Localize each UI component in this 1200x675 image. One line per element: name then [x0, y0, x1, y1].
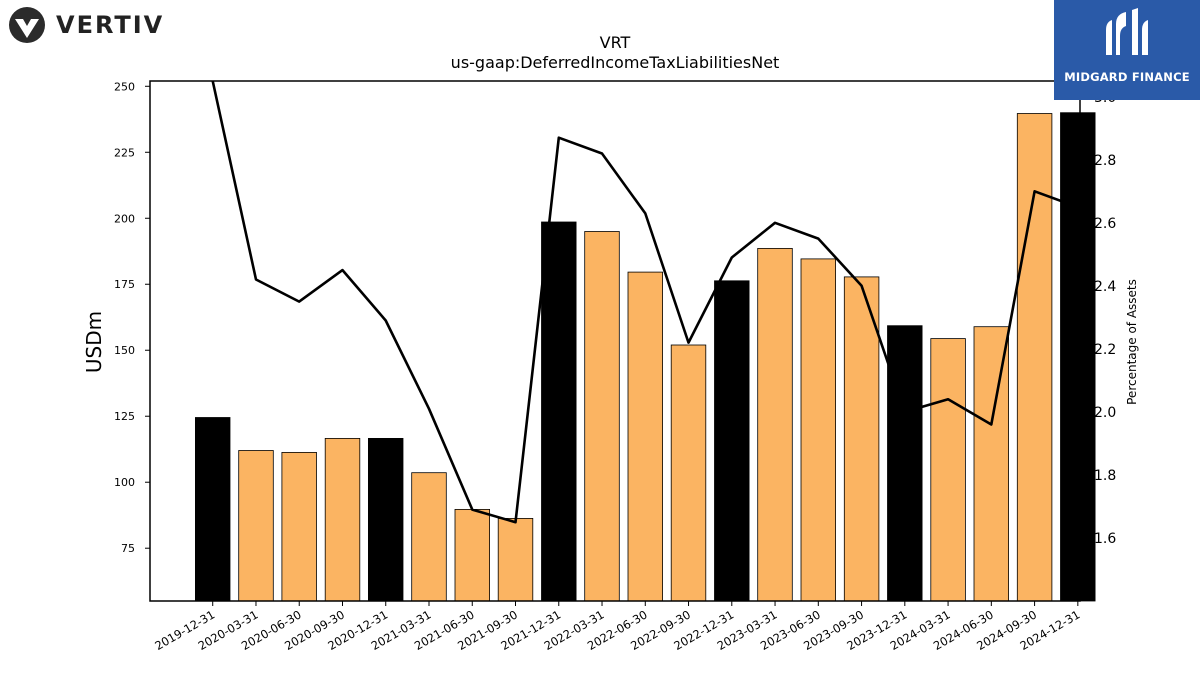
y-axis-label: USDm	[82, 311, 106, 373]
bar-2024-06-30	[973, 326, 1009, 602]
bar-2020-03-31	[238, 450, 274, 602]
y-tick-label: 125	[114, 410, 135, 423]
bar-2022-09-30	[670, 344, 707, 602]
y-tick-label: 225	[114, 146, 135, 159]
y2-tick-label: 2.0	[1094, 405, 1116, 421]
y-tick-label: 75	[121, 542, 135, 555]
vertiv-logo: VERTIV	[8, 6, 164, 44]
bar-2024-12-31	[1060, 112, 1096, 602]
y-tick-label: 175	[114, 278, 135, 291]
bar-2024-09-30	[1016, 113, 1053, 602]
y2-tick-label: 2.4	[1094, 279, 1116, 295]
bar-2022-03-31	[584, 231, 620, 602]
bar-2023-03-31	[757, 247, 793, 602]
bar-2022-12-31	[714, 280, 750, 602]
bar-2022-06-30	[627, 271, 663, 602]
bar-2023-06-30	[800, 258, 836, 602]
midgard-finance-logo: MIDGARD FINANCE	[1054, 0, 1200, 100]
y-tick-label: 150	[114, 344, 135, 357]
y-tick-label: 200	[114, 212, 135, 225]
bar-2021-06-30	[454, 508, 490, 602]
bar-2020-12-31	[367, 437, 404, 602]
chart-subtitle: us-gaap:DeferredIncomeTaxLiabilitiesNet	[451, 53, 780, 72]
y2-axis-label: Percentage of Assets	[1125, 279, 1139, 405]
bar-2021-03-31	[411, 472, 447, 602]
midgard-logo-text: MIDGARD FINANCE	[1064, 70, 1190, 84]
bar-2023-12-31	[887, 325, 923, 602]
y2-tick-label: 2.2	[1094, 342, 1116, 358]
y2-tick-label: 1.6	[1094, 531, 1116, 547]
bar-2020-06-30	[281, 451, 317, 602]
bar-2021-12-31	[541, 221, 577, 602]
y-tick-label: 250	[114, 80, 135, 93]
bars-group	[194, 112, 1096, 602]
x-axis: 2019-12-312020-03-312020-06-302020-09-30…	[152, 601, 1082, 653]
bar-2023-09-30	[843, 276, 880, 602]
vertiv-mark-icon	[9, 7, 45, 43]
midgard-mark-icon	[1106, 8, 1148, 55]
y-axis-left: 75 100 125 150 175 200 225 250	[114, 80, 150, 555]
percentage-line	[211, 80, 1079, 524]
y2-tick-label: 2.8	[1094, 153, 1116, 169]
bar-2021-09-30	[497, 518, 534, 602]
y2-tick-label: 1.8	[1094, 468, 1116, 484]
bar-2020-09-30	[324, 437, 361, 602]
vertiv-logo-text: VERTIV	[56, 11, 165, 39]
y2-tick-label: 2.6	[1094, 216, 1116, 232]
y-tick-label: 100	[114, 476, 135, 489]
bar-2019-12-31	[194, 417, 231, 602]
chart-title: VRT	[600, 33, 631, 52]
bar-2024-03-31	[930, 338, 966, 602]
plot-frame	[149, 80, 1081, 602]
